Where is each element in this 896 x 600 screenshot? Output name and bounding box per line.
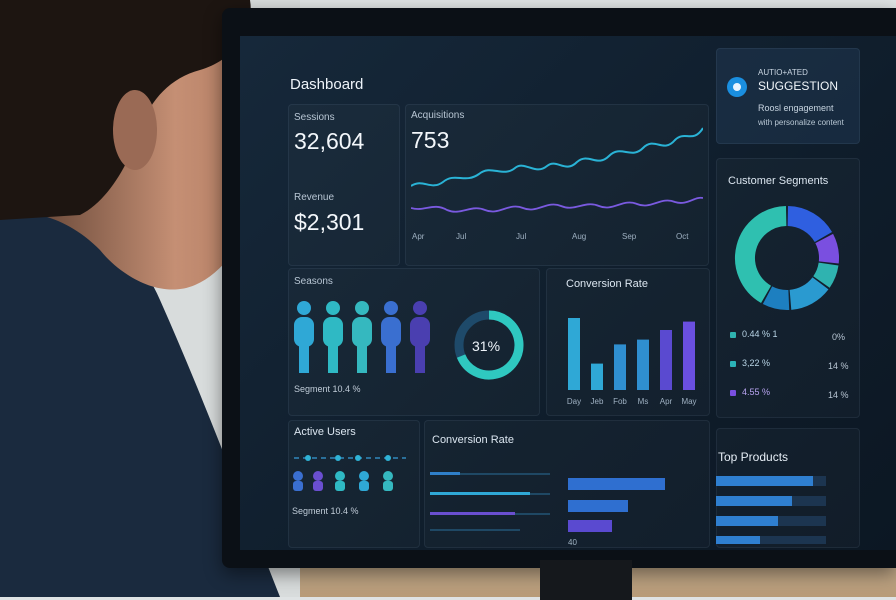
sessions-value: 32,604 <box>294 128 365 154</box>
donut-slice <box>762 286 790 310</box>
seasons-label: Seasons <box>294 276 333 287</box>
donut-slice <box>815 233 839 264</box>
active-users-slider <box>293 455 406 491</box>
acq-x-label: Apr <box>412 232 425 241</box>
seasons-panel[interactable] <box>288 268 540 416</box>
top-products-bars <box>716 476 826 544</box>
bar-label: Apr <box>660 397 673 406</box>
donut-slice <box>812 262 839 288</box>
sessions-revenue-panel[interactable] <box>288 104 400 266</box>
conversion-rate-h-label: Conversion Rate <box>432 434 514 446</box>
bar <box>568 318 580 390</box>
legend-swatch <box>730 331 736 338</box>
suggestion-eyebrow: AUTIO+ATED <box>758 68 808 77</box>
acquisitions-value: 753 <box>411 127 450 153</box>
legend-value: 3,22 % <box>742 358 771 368</box>
acquisitions-line-chart <box>411 127 703 213</box>
seasons-donut <box>454 310 524 380</box>
segment-legend-item: 4.55 % <box>730 387 770 397</box>
conversion-rate-bar-panel[interactable] <box>546 268 710 416</box>
legend-right-value: 0% <box>832 332 846 342</box>
revenue-label: Revenue <box>294 192 335 203</box>
legend-swatch <box>730 389 736 396</box>
monitor-bezel: Dashboard Sessions 32,604 Revenue $2,301… <box>222 8 896 568</box>
legend-value: 0.44 % 1 <box>742 329 778 339</box>
user-icon <box>383 471 393 491</box>
monitor-stand <box>540 560 632 600</box>
conversion-rate-bar-chart: Day Jeb Fob Ms Apr May <box>567 318 697 406</box>
person-icon <box>323 301 343 373</box>
acquisitions-label: Acquisitions <box>411 110 465 121</box>
top-products-panel[interactable] <box>716 428 860 548</box>
donut-slice <box>735 206 787 304</box>
conversion-rate-label: Conversion Rate <box>566 278 648 290</box>
customer-segments-donut <box>735 206 839 310</box>
user-icon <box>359 471 369 491</box>
user-icon <box>293 471 303 491</box>
seasons-donut-value: 31% <box>472 338 501 354</box>
acq-x-label: Sep <box>622 232 637 241</box>
conversion-rate-hbar-chart <box>430 472 665 532</box>
bar-label: Ms <box>638 397 649 406</box>
user-icon <box>335 471 345 491</box>
customer-segments-label: Customer Segments <box>728 175 829 187</box>
legend-value: 4.55 % <box>742 387 771 397</box>
top-products-label: Top Products <box>718 450 789 464</box>
acq-x-label: Jul <box>456 232 467 241</box>
donut-slice <box>787 206 833 243</box>
legend-swatch <box>730 360 736 367</box>
sessions-label: Sessions <box>294 112 335 123</box>
donut-slice <box>789 276 829 310</box>
conversion-rate-hbar-panel[interactable] <box>424 420 710 548</box>
bar <box>591 363 603 390</box>
user-icon <box>313 471 323 491</box>
page-title: Dashboard <box>290 76 364 93</box>
person-icon <box>381 301 401 373</box>
suggestion-line2: with personalize content <box>758 118 844 127</box>
bar <box>683 321 695 390</box>
person-icon <box>410 301 430 373</box>
segment-legend-item: 0.44 % 1 <box>730 329 778 339</box>
bar-label: May <box>681 397 696 406</box>
hbar-axis-label: 40 <box>568 538 577 547</box>
acq-x-label: Aug <box>572 232 587 241</box>
bar <box>660 330 672 390</box>
acquisitions-panel[interactable] <box>405 104 709 266</box>
suggestion-icon <box>727 77 747 97</box>
active-users-panel[interactable] <box>288 420 420 548</box>
people-icons <box>294 301 430 373</box>
legend-right-value: 14 % <box>828 361 849 371</box>
customer-segments-panel[interactable] <box>716 158 860 418</box>
revenue-value: $2,301 <box>294 209 365 235</box>
dashboard-screen: Dashboard Sessions 32,604 Revenue $2,301… <box>240 36 896 550</box>
bar-label: Day <box>567 397 581 406</box>
donut-progress <box>456 310 524 380</box>
acq-x-label: Oct <box>676 232 689 241</box>
suggestion-line1: Roosl engagement <box>758 103 834 113</box>
acq-x-label: Jul <box>516 232 527 241</box>
active-users-segment-text: Segment 10.4 % <box>292 506 359 516</box>
person-icon <box>352 301 372 373</box>
active-users-label: Active Users <box>294 426 356 438</box>
bar <box>614 344 626 390</box>
suggestion-title: SUGGESTION <box>758 79 839 93</box>
person-icon <box>294 301 314 373</box>
bar-label: Jeb <box>591 397 604 406</box>
legend-right-value: 14 % <box>828 390 849 400</box>
segment-legend-item: 3,22 % <box>730 358 770 368</box>
bar-label: Fob <box>613 397 627 406</box>
seasons-segment-text: Segment 10.4 % <box>294 384 361 394</box>
bar <box>637 339 649 390</box>
